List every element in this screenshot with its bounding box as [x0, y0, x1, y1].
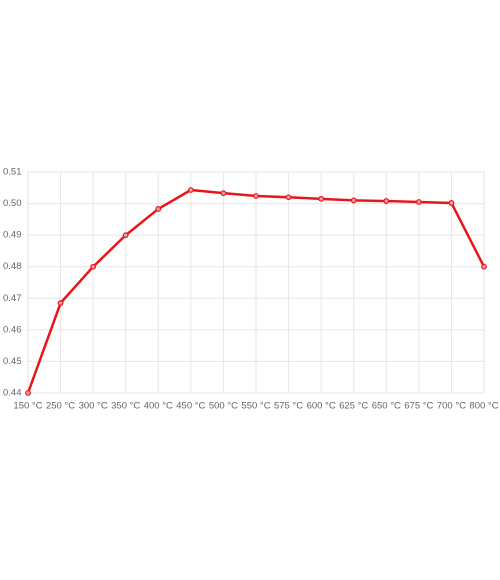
point — [318, 195, 325, 202]
x-tick-label: 250 °C — [46, 401, 75, 412]
y-tick-label: 0.48 — [3, 261, 22, 272]
y-tick-label: 0.50 — [3, 198, 22, 209]
y-tick-label: 0.45 — [3, 356, 22, 367]
y-tick-label: 0.47 — [3, 293, 22, 304]
y-tick-label: 0.44 — [3, 388, 22, 399]
point — [155, 206, 162, 212]
x-tick-label: 675 °C — [404, 401, 433, 412]
point — [220, 190, 227, 197]
point — [253, 193, 259, 199]
x-tick-label: 600 °C — [307, 401, 336, 412]
x-tick-label: 150 °C — [13, 401, 42, 412]
point — [90, 263, 97, 270]
x-tick-label: 500 °C — [209, 401, 238, 412]
point — [122, 232, 129, 239]
y-tick-label: 0.49 — [3, 230, 22, 241]
point — [285, 194, 292, 201]
x-tick-label: 350 °C — [111, 401, 140, 412]
point — [57, 300, 64, 306]
point — [187, 187, 194, 193]
point — [25, 390, 31, 396]
point — [481, 263, 487, 270]
point — [383, 198, 390, 204]
x-tick-label: 300 °C — [79, 401, 108, 412]
x-tick-label: 575 °C — [274, 401, 303, 412]
point — [350, 197, 357, 204]
point — [415, 199, 422, 205]
x-tick-label: 700 °C — [437, 401, 466, 412]
x-tick-label: 650 °C — [372, 401, 401, 412]
x-tick-label: 450 °C — [176, 401, 205, 412]
x-tick-label: 550 °C — [241, 401, 270, 412]
y-tick-label: 0.46 — [3, 324, 22, 335]
point — [448, 200, 455, 206]
x-tick-label: 800 °C — [469, 401, 498, 412]
y-tick-label: 0.51 — [3, 167, 22, 178]
x-tick-label: 625 °C — [339, 401, 368, 412]
x-tick-label: 400 °C — [144, 401, 173, 412]
